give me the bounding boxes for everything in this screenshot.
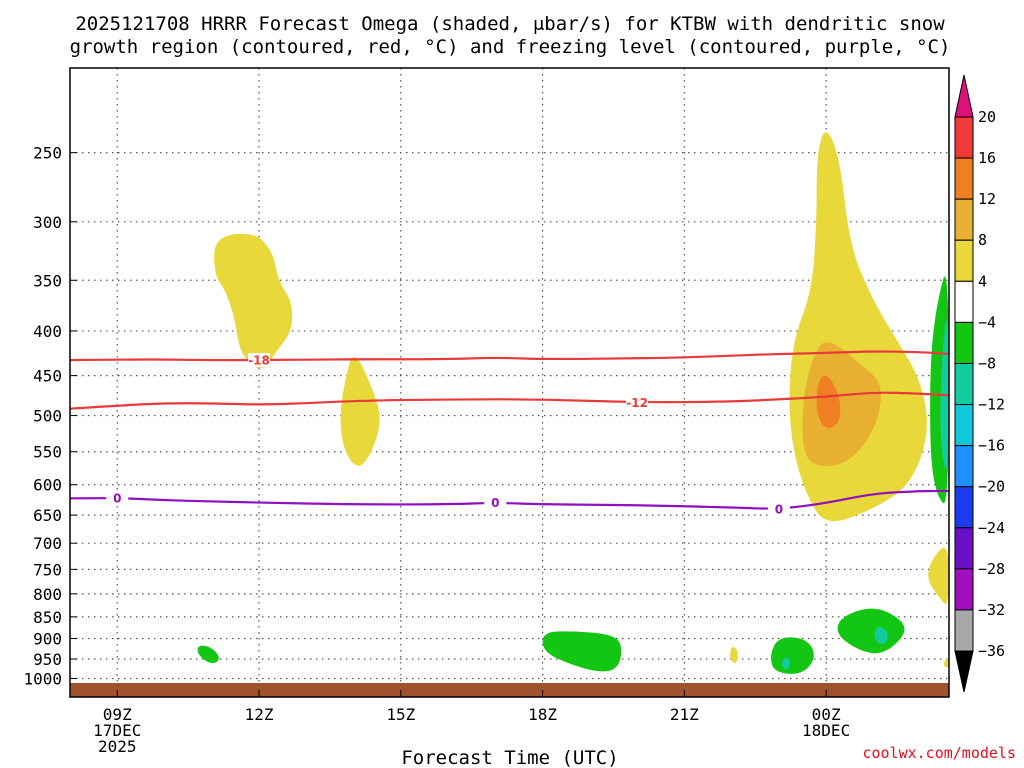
colorbar-segment [954,198,974,241]
colorbar-top-arrow [954,74,974,118]
colorbar-label: 8 [978,231,987,249]
colorbar-label: −32 [978,601,1005,619]
x-tick-label: 00Z [812,705,841,724]
y-tick-label: 950 [33,650,62,669]
temperature-contours: -18 -12 0 0 0 [70,350,949,517]
colorbar-label: 4 [978,272,987,290]
chart-title-line-2: growth region (contoured, red, °C) and f… [70,36,951,58]
x-tick-label: 2025 [98,737,137,756]
y-tick-label: 450 [33,367,62,386]
y-tick-label: 500 [33,407,62,426]
colorbar-segment [954,568,974,611]
omega-region [943,657,949,668]
colorbar-segment [954,486,974,529]
omega-region [197,645,219,664]
contour-label-bg [248,353,271,368]
y-tick-label: 350 [33,271,62,290]
y-axis-ticks: 250 300 350 400 450 500 550 600 650 700 750 800 850 9… [23,144,77,688]
y-tick-label: 850 [33,608,62,627]
contour-label: 0 [113,491,121,505]
omega-region [730,646,738,663]
colorbar-segment [954,445,974,488]
terrain-bar [70,683,949,697]
omega-region [837,608,905,654]
x-tick-label: 09Z [103,705,132,724]
chart-title-line-1: 2025121708 HRRR Forecast Omega (shaded, … [75,13,945,35]
y-tick-label: 300 [33,213,62,232]
omega-region [770,637,814,674]
colorbar-label: −20 [978,478,1005,496]
colorbar-label: −28 [978,560,1005,578]
colorbar-segment [954,239,974,282]
contour-line [70,391,949,410]
colorbar-segment [954,527,974,570]
colorbar-segment [954,404,974,447]
contour-label-bg [767,502,790,517]
contour-label: -18 [248,354,270,368]
colorbar-segment [954,321,974,364]
omega-region [816,375,841,428]
omega-region [782,657,790,670]
y-tick-label: 750 [33,560,62,579]
colorbar-segment [954,157,974,200]
contour-line [70,350,949,362]
contour-line [70,489,949,510]
colorbar-label: 12 [978,190,996,208]
x-tick-label: 21Z [670,705,699,724]
colorbar-label: 20 [978,108,996,126]
x-axis-label: Forecast Time (UTC) [401,747,618,768]
x-tick-label: 17DEC [93,721,141,740]
contour-label-bg [626,395,649,410]
omega-region [928,547,949,604]
y-tick-label: 600 [33,476,62,495]
y-tick-label: 650 [33,506,62,525]
colorbar-label: −36 [978,642,1005,660]
contour-label-bg [484,495,507,510]
colorbar: 20 16 12 8 4 −4 −8 −12 −16 −20 −24 −28 −32 −36 [954,74,1005,693]
omega-region [802,342,881,467]
x-tick-label: 12Z [245,705,274,724]
colorbar-segment [954,280,974,323]
plot-frame [69,67,950,698]
y-tick-label: 700 [33,534,62,553]
omega-region [789,132,927,522]
colorbar-bottom-arrow [954,650,974,693]
omega-region [340,357,380,466]
colorbar-label: 16 [978,149,996,167]
site-credit: coolwx.com/models [862,744,1016,762]
contour-label: 0 [491,496,499,510]
contour-label: 0 [775,503,783,517]
colorbar-label: −24 [978,519,1005,537]
y-tick-label: 900 [33,630,62,649]
contour-label: -12 [626,396,648,410]
y-tick-label: 1000 [23,669,62,688]
colorbar-label: −8 [978,354,996,372]
colorbar-label: −16 [978,437,1005,455]
colorbar-segment [954,362,974,406]
omega-shaded-regions [197,132,949,674]
y-tick-label: 800 [33,585,62,604]
y-tick-label: 550 [33,443,62,462]
omega-region [874,627,888,644]
colorbar-label: −12 [978,396,1005,414]
colorbar-label: −4 [978,313,996,331]
colorbar-segment [954,116,974,159]
y-tick-label: 400 [33,322,62,341]
colorbar-segment [954,609,974,652]
omega-region [542,631,622,672]
plot-area: -18 -12 0 0 0 [69,67,950,698]
x-tick-label: 15Z [386,705,415,724]
omega-region [214,233,293,369]
x-tick-label: 18Z [528,705,557,724]
x-tick-label: 18DEC [802,721,850,740]
y-tick-label: 250 [33,144,62,163]
contour-label-bg [106,490,129,505]
